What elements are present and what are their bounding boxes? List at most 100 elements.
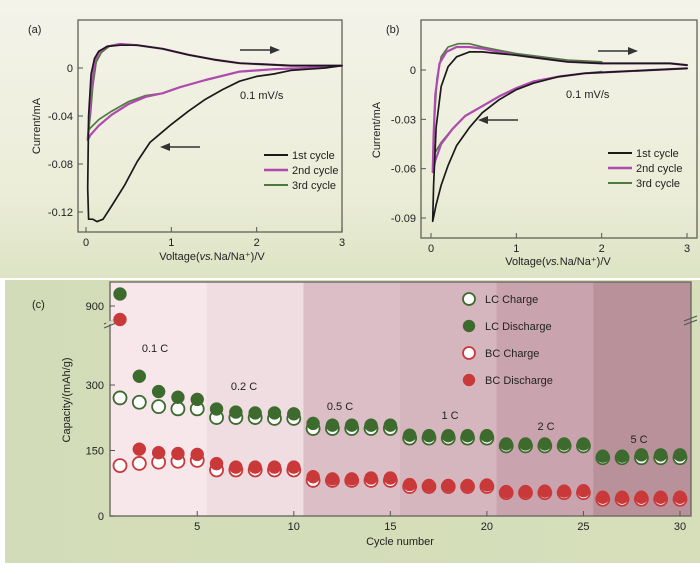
bc-discharge-point	[596, 490, 610, 504]
rate-region-band	[206, 282, 304, 516]
panel-a-arrow-left-icon	[160, 143, 200, 151]
rate-label: 5 C	[630, 434, 647, 446]
panel-b-arrow-right-icon	[598, 47, 638, 55]
bc-discharge-point	[460, 478, 475, 493]
panel-a: (a) 0 1 2 3 0 -0.04 -0.08 -0.12 0.1 mV/s 1st cy…	[28, 19, 345, 263]
legend-label: 1st cycle	[292, 150, 335, 162]
bc-discharge-point	[673, 490, 687, 504]
panel-b-background	[360, 0, 700, 278]
panel-b-axes	[420, 19, 698, 239]
y-tick-label: -0.09	[391, 213, 416, 225]
bc-charge-point	[131, 456, 147, 471]
panel-c-xlabel: Cycle number	[366, 536, 434, 548]
y-tick-label: 900	[86, 301, 104, 313]
legend-marker-bc-discharge	[462, 373, 476, 387]
lc-discharge-point	[480, 428, 494, 443]
legend-label: 3rd cycle	[292, 180, 336, 192]
x-tick-label: 1	[513, 243, 519, 255]
legend-label: 2nd cycle	[636, 163, 682, 175]
y-tick-label: 0	[98, 511, 104, 523]
bc-discharge-point	[538, 484, 552, 498]
panel-a-axes	[77, 19, 343, 233]
legend-marker-bc-charge	[462, 346, 476, 360]
rate-label: 2 C	[537, 421, 554, 433]
panel-a-scan-rate: 0.1 mV/s	[240, 90, 284, 102]
y-tick-label: -0.06	[391, 164, 416, 176]
lc-discharge-point	[364, 418, 378, 432]
lc-discharge-point	[422, 428, 436, 443]
lc-discharge-point	[325, 418, 340, 432]
lc-discharge-point	[518, 437, 533, 451]
lc-discharge-point	[383, 418, 398, 432]
panel-b-scan-rate: 0.1 mV/s	[566, 89, 610, 101]
y-tick-label: -0.08	[48, 159, 73, 171]
lc-discharge-point	[653, 448, 668, 462]
legend-label: BC Charge	[485, 348, 539, 360]
panel-b: (b) 0 1 2 3 0 -0.03 -0.06 -0.09 0.1 mV/s 1st cy…	[371, 19, 698, 268]
panel-a-background	[0, 0, 360, 278]
panel-a-ylabel: Current/mA	[31, 97, 43, 154]
rate-label: 1 C	[441, 410, 458, 422]
bc-discharge-point	[209, 456, 224, 471]
right-axis-break-icon	[683, 315, 698, 326]
bc-discharge-point	[267, 460, 282, 474]
bc-discharge-point	[364, 471, 378, 485]
lc-discharge-point	[460, 428, 475, 443]
legend-label: 3rd cycle	[636, 178, 680, 190]
cv-curve-1st-cycle	[431, 51, 688, 223]
bc-discharge-point	[499, 484, 513, 499]
x-tick-label: 3	[339, 237, 345, 249]
bc-discharge-point	[653, 490, 668, 504]
bc-discharge-point	[151, 445, 166, 460]
bc-discharge-point	[557, 484, 571, 498]
panel-a-label: (a)	[28, 24, 41, 36]
lc-discharge-point	[287, 407, 301, 421]
legend-label: LC Charge	[485, 294, 538, 306]
x-tick-label: 2	[599, 243, 605, 255]
x-tick-label: 25	[577, 521, 589, 533]
lc-discharge-point	[190, 392, 204, 407]
bc-discharge-point	[248, 460, 262, 474]
bc-discharge-point	[113, 312, 127, 327]
panel-b-arrow-left-icon	[478, 116, 518, 124]
bc-discharge-point	[344, 472, 359, 486]
bc-discharge-point	[306, 469, 320, 484]
x-tick-label: 0	[428, 243, 434, 255]
lc-discharge-point	[441, 428, 456, 443]
x-tick-label: 3	[684, 243, 690, 255]
y-tick-label: 0	[67, 63, 73, 75]
bc-discharge-point	[325, 472, 340, 486]
bc-discharge-point	[287, 460, 301, 474]
panel-b-xlabel: Voltage(vs.Na/Na⁺)/V	[505, 256, 611, 268]
bc-charge-point	[112, 458, 128, 474]
panel-c-ylabel: Capacity/(mAh/g)	[61, 358, 73, 443]
bc-discharge-point	[229, 460, 243, 474]
lc-discharge-point	[267, 406, 282, 420]
lc-discharge-point	[132, 369, 147, 384]
bc-discharge-point	[402, 477, 417, 492]
panel-a-arrow-right-icon	[240, 46, 280, 54]
legend-label: 2nd cycle	[292, 165, 338, 177]
lc-charge-point	[151, 399, 167, 415]
bc-discharge-point	[190, 447, 204, 462]
lc-discharge-point	[596, 449, 610, 463]
cv-curve-1st-cycle	[86, 44, 343, 223]
lc-discharge-point	[538, 437, 552, 451]
lc-discharge-point	[499, 437, 513, 451]
lc-discharge-point	[229, 405, 243, 419]
legend-label: 1st cycle	[636, 148, 679, 160]
rate-region-band	[593, 282, 691, 516]
rate-region-band	[400, 282, 497, 516]
x-tick-label: 15	[384, 521, 396, 533]
legend-marker-lc-discharge	[462, 319, 476, 333]
lc-discharge-point	[402, 428, 417, 442]
lc-charge-point	[170, 401, 186, 417]
lc-discharge-point	[344, 418, 359, 432]
lc-discharge-point	[576, 437, 591, 451]
lc-discharge-point	[248, 406, 262, 420]
y-tick-label: 0	[410, 65, 416, 77]
y-tick-label: -0.04	[48, 111, 73, 123]
x-tick-label: 10	[288, 521, 300, 533]
